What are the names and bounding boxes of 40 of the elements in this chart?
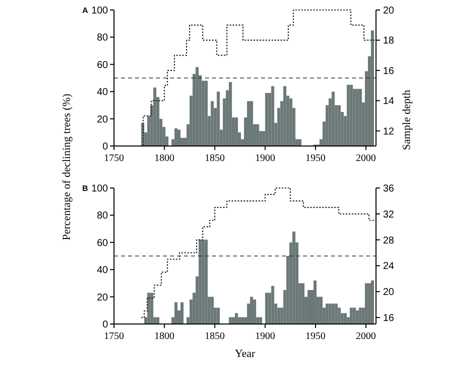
y2-tick-label: 12 — [383, 126, 395, 138]
y-tick-label: 40 — [96, 265, 108, 276]
y2-tick-label: 20 — [383, 287, 395, 298]
x-tick-label: 1750 — [104, 331, 124, 342]
x-tick-label: 1900 — [255, 331, 276, 342]
y-axis-title: Percentage of declining trees (%) — [61, 93, 73, 240]
y-tick-label: 60 — [96, 60, 108, 71]
x-tick-label: 1800 — [154, 153, 174, 164]
y-tick-label: 0 — [102, 142, 108, 152]
y-tick-label: 20 — [96, 114, 108, 126]
chart-title: B — [82, 184, 88, 193]
y-tick-label: 80 — [96, 32, 108, 44]
y-tick-label: 80 — [96, 210, 108, 222]
y2-tick-label: 14 — [383, 96, 395, 108]
x-tick-label: 1850 — [204, 331, 225, 342]
x-tick-label: 1900 — [255, 153, 276, 164]
y2-tick-label: 36 — [383, 184, 395, 194]
y-tick-label: 0 — [102, 320, 108, 330]
x-tick-label: 1800 — [154, 331, 174, 342]
x-axis-title: Year — [234, 348, 256, 360]
x-tick-label: 1950 — [306, 153, 326, 164]
y2-tick-label: 32 — [383, 209, 395, 220]
chart-title: A — [82, 6, 88, 15]
y2-tick-label: 20 — [383, 6, 395, 16]
y2-tick-label: 24 — [383, 261, 395, 272]
x-tick-label: 2000 — [356, 331, 376, 342]
x-tick-label: 1850 — [204, 153, 225, 164]
y2-axis-title: Sample depth — [401, 89, 413, 150]
y2-tick-label: 18 — [383, 36, 395, 47]
x-tick-label: 2000 — [356, 153, 376, 164]
y-tick-label: 40 — [96, 87, 108, 98]
x-tick-label: 1750 — [104, 153, 124, 164]
y2-tick-label: 28 — [383, 235, 395, 246]
y-tick-label: 100 — [91, 6, 108, 16]
y-tick-label: 100 — [91, 184, 108, 194]
y2-tick-label: 16 — [383, 313, 395, 324]
x-tick-label: 1950 — [306, 331, 326, 342]
y2-tick-label: 16 — [383, 66, 395, 77]
y-tick-label: 20 — [96, 292, 108, 304]
y-tick-label: 60 — [96, 238, 108, 249]
